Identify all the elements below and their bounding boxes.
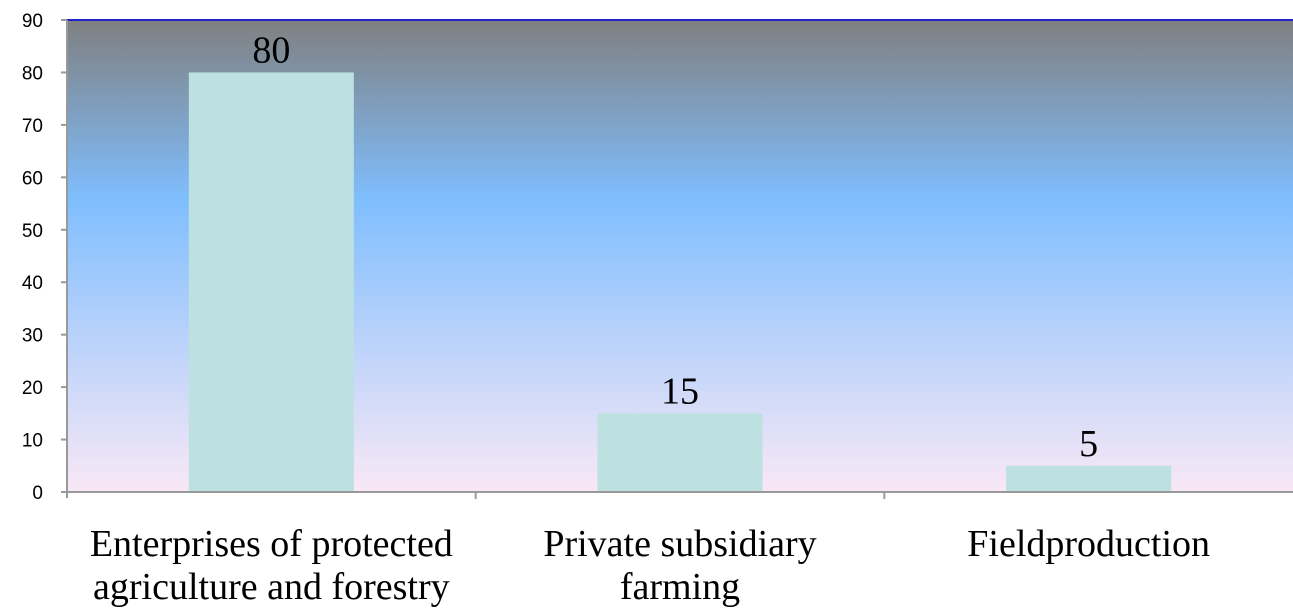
y-tick-label: 60	[22, 168, 43, 189]
y-tick-label: 20	[22, 378, 43, 399]
data-label: 80	[252, 29, 290, 71]
y-tick-label: 0	[32, 483, 43, 504]
y-tick-label: 50	[22, 221, 43, 242]
data-label: 5	[1079, 423, 1098, 465]
x-category-label: Enterprises of protected	[90, 523, 453, 565]
y-tick-label: 30	[22, 326, 43, 347]
bar	[1006, 465, 1172, 492]
y-tick-label: 40	[22, 273, 43, 294]
bar	[597, 413, 763, 492]
bar	[188, 72, 354, 492]
x-category-label: Private subsidiary	[543, 523, 816, 565]
y-tick-label: 10	[22, 431, 43, 452]
data-label: 15	[661, 370, 699, 412]
labels-layer: 0 10 20 30 40 50 60 70 80 90 80 Enterprises of prot…	[22, 11, 1210, 608]
x-category-label: farming	[620, 566, 740, 608]
y-tick-label: 90	[22, 11, 43, 32]
y-tick-label: 70	[22, 116, 43, 137]
x-category-label: agriculture and forestry	[93, 566, 450, 608]
x-category-label: Fieldproduction	[967, 523, 1210, 565]
y-tick-label: 80	[22, 63, 43, 84]
bars-layer	[188, 72, 1172, 492]
axes-layer	[61, 19, 1293, 499]
